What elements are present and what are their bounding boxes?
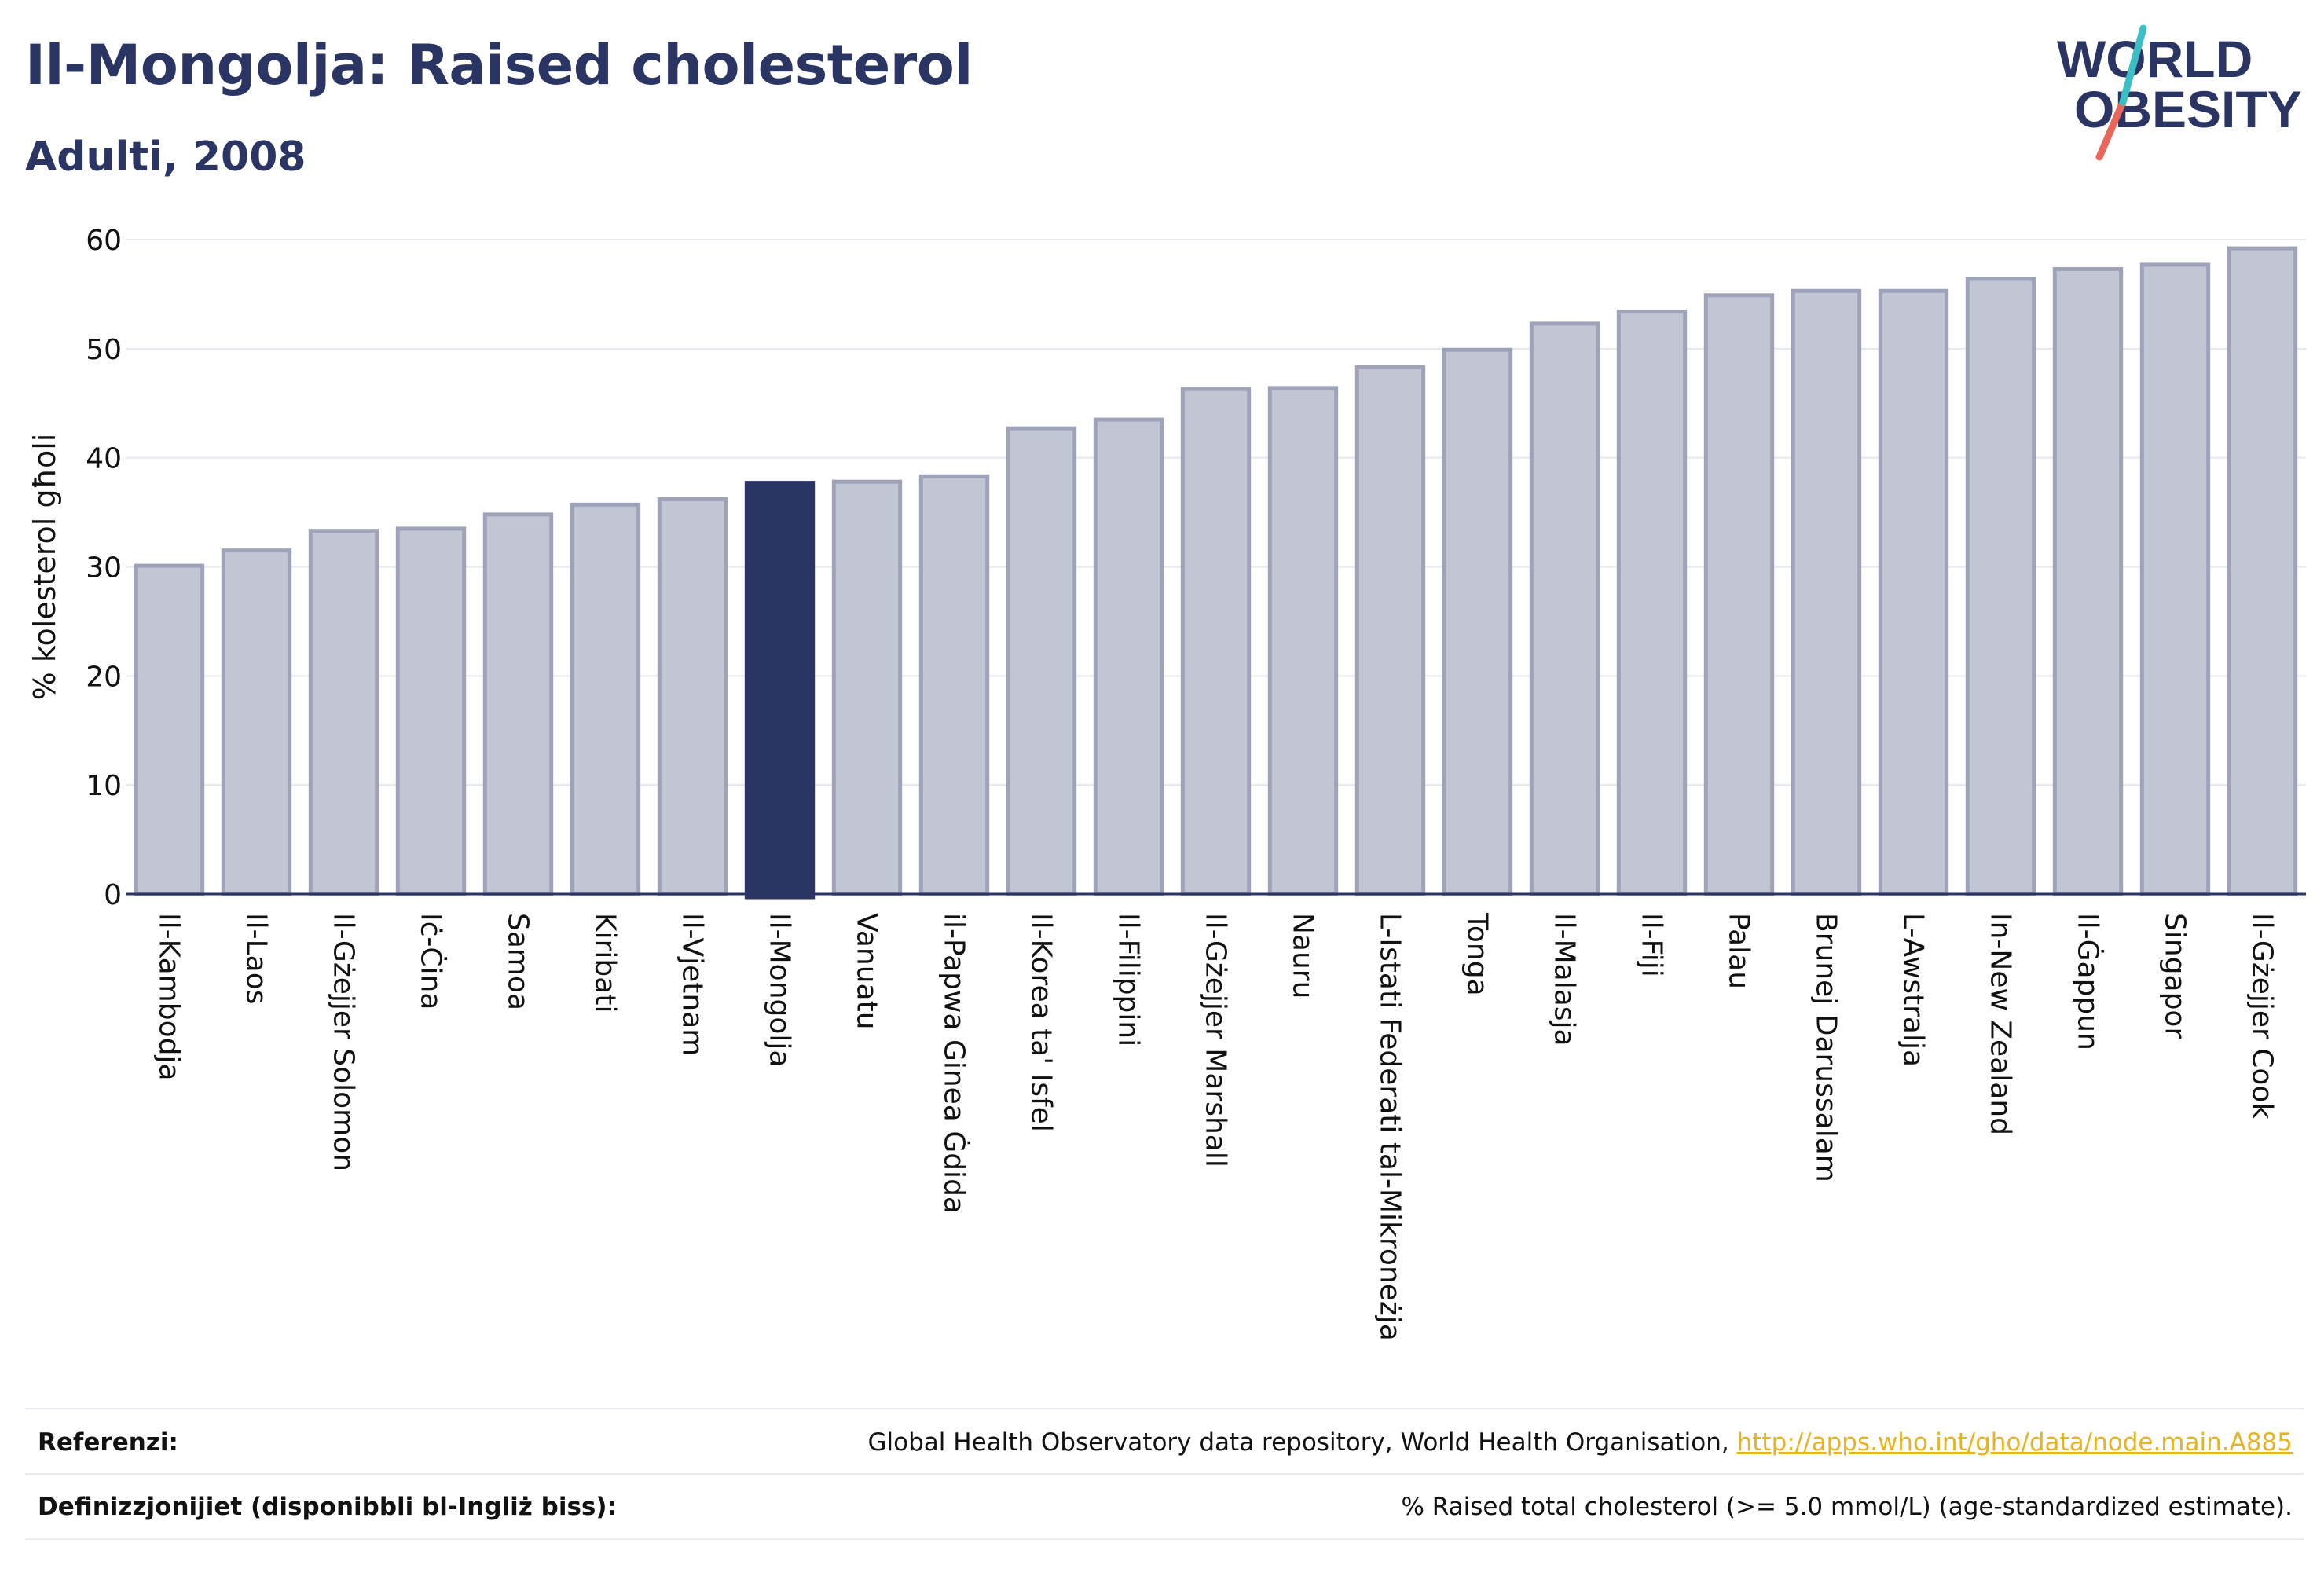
x-tick-label: Il-Malasja <box>1549 913 1581 1046</box>
footer-divider-middle <box>25 1473 2304 1475</box>
footer-divider-top <box>25 1408 2304 1409</box>
x-tick-label: Il-Vjetnam <box>676 913 709 1056</box>
definitions-value: % Raised total cholesterol (>= 5.0 mmol/… <box>1401 1493 2293 1521</box>
logo-slash-red <box>2095 98 2127 161</box>
y-axis-ticks: 0 10 20 30 40 50 60 <box>86 225 122 911</box>
x-tick-label: Il-Gżejjer Cook <box>2246 913 2278 1119</box>
definitions-label: Definizzjonijiet (disponibbli bl-Ingliż … <box>38 1493 617 1521</box>
bar <box>1093 417 1164 896</box>
bar <box>1703 293 1775 896</box>
chart-subtitle: Adulti, 2008 <box>25 134 306 181</box>
references-text: Global Health Observatory data repositor… <box>867 1428 1737 1457</box>
x-tick-label: Vanuatu <box>851 913 883 1030</box>
bar <box>395 526 467 896</box>
bar <box>1006 426 1077 896</box>
x-axis-labels: Il-Kambodja Il-Laos Il-Gżejjer Solomon Iċ-Ċ… <box>153 912 2278 1341</box>
x-tick-label: Kiribati <box>589 913 621 1013</box>
bar-chart: 0 10 20 30 40 50 60 Il-Kambodja Il-Laos Il-Gżejj… <box>27 225 2306 1341</box>
bar <box>1267 386 1339 896</box>
x-tick-label: Il-Filippini <box>1113 913 1145 1046</box>
x-tick-label: Iċ-Ċina <box>415 913 448 1010</box>
y-tick-label: 40 <box>86 443 122 475</box>
y-axis-title: % kolesterol għoli <box>27 434 62 701</box>
y-tick-label: 30 <box>86 552 122 585</box>
references-value: Global Health Observatory data repositor… <box>868 1428 2293 1457</box>
bars <box>134 246 2298 900</box>
chart-title: Il-Mongolja: Raised cholesterol <box>25 33 973 97</box>
bar <box>831 479 903 896</box>
bar <box>1180 387 1252 896</box>
footer-divider-bottom <box>25 1538 2304 1540</box>
bar <box>1616 310 1688 896</box>
bar <box>221 548 292 896</box>
bar <box>1529 321 1600 896</box>
x-tick-label: Il-Gżejjer Solomon <box>328 913 360 1171</box>
x-tick-label: L-Awstralja <box>1897 913 1930 1067</box>
bar <box>134 563 205 896</box>
x-tick-label: Il-Mongolja <box>764 913 796 1067</box>
y-tick-label: 0 <box>104 879 122 911</box>
bar-highlight <box>744 481 816 900</box>
bar <box>1354 365 1426 896</box>
y-tick-label: 10 <box>86 770 122 802</box>
x-tick-label: Nauru <box>1287 913 1319 999</box>
x-tick-label: il-Papwa Ginea Ġdida <box>938 913 971 1214</box>
x-tick-label: Il-Ġappun <box>2072 913 2105 1050</box>
x-tick-label: Samoa <box>502 913 534 1010</box>
x-tick-label: Brunej Darussalam <box>1810 913 1842 1182</box>
world-obesity-logo: WORLD OBESITY <box>2057 24 2302 161</box>
y-tick-label: 50 <box>86 334 122 366</box>
x-tick-label: Palau <box>1723 913 1755 989</box>
bar <box>482 512 554 896</box>
x-tick-label: L-Istati Federati tal-Mikroneżja <box>1374 913 1406 1341</box>
bar <box>1965 277 2036 896</box>
bar <box>657 497 728 896</box>
logo-slash-teal <box>2119 24 2147 106</box>
bar <box>570 502 641 896</box>
bar <box>2052 266 2124 896</box>
bar <box>1878 288 1949 896</box>
x-tick-label: Il-Kambodja <box>153 913 185 1081</box>
bar <box>918 474 990 896</box>
bar <box>1442 347 1513 896</box>
x-tick-label: Il-Laos <box>240 913 273 1005</box>
logo-word-world: WORLD <box>2057 30 2253 88</box>
x-tick-label: Il-Fiji <box>1636 913 1668 977</box>
x-tick-label: Il-Korea ta' Isfel <box>1025 913 1058 1132</box>
y-tick-label: 20 <box>86 661 122 693</box>
references-link[interactable]: http://apps.who.int/gho/data/node.main.A… <box>1736 1428 2293 1457</box>
x-tick-label: Il-Gżejjer Marshall <box>1200 913 1232 1167</box>
y-tick-label: 60 <box>86 225 122 257</box>
x-tick-label: In-New Zealand <box>1985 913 2017 1135</box>
x-tick-label: Singapor <box>2159 913 2191 1039</box>
bar <box>308 529 379 896</box>
bar <box>2227 246 2298 896</box>
bar <box>1791 288 1862 896</box>
bar <box>2139 262 2211 896</box>
references-label: Referenzi: <box>38 1428 178 1457</box>
x-tick-label: Tonga <box>1461 912 1494 996</box>
